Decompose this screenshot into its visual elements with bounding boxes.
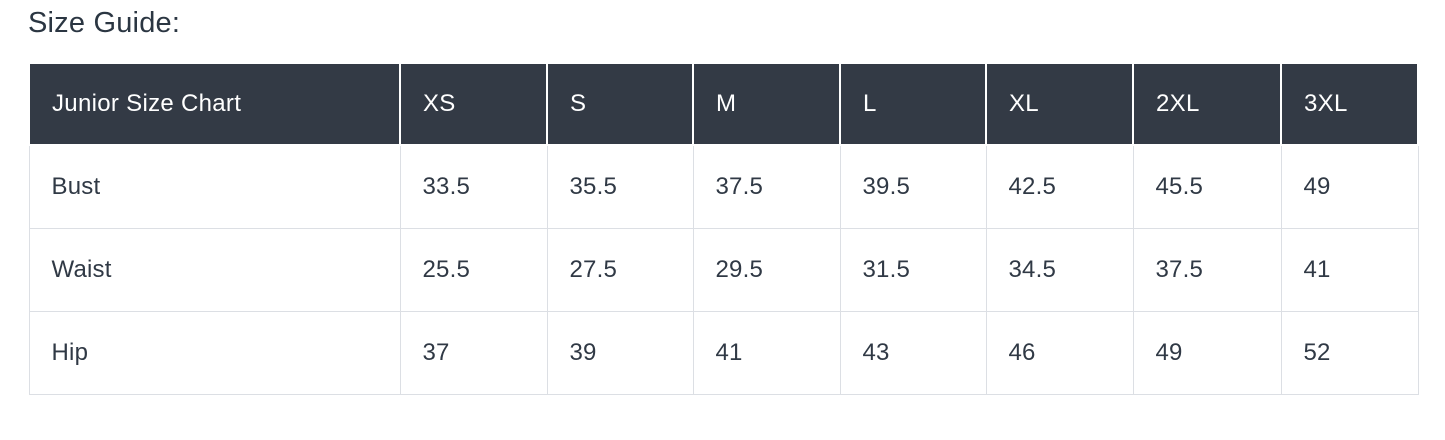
size-value-cell: 35.5 [546,144,694,229]
size-value-cell: 29.5 [692,228,841,312]
size-value-cell: 39 [546,311,694,395]
size-value-cell: 52 [1280,311,1419,395]
header-cell-l: L [839,62,987,146]
table-row-waist: Waist 25.5 27.5 29.5 31.5 34.5 37.5 41 [28,228,1419,312]
row-label: Waist [28,228,401,312]
page-title: Size Guide: [28,7,181,39]
size-value-cell: 46 [985,311,1134,395]
row-label: Hip [28,311,401,395]
header-cell-xl: XL [985,62,1134,146]
header-cell-xs: XS [399,62,548,146]
size-value-cell: 43 [839,311,987,395]
row-label: Bust [28,144,401,229]
junior-size-chart-table: Junior Size Chart XS S M L XL 2XL 3XL Bu… [28,62,1419,395]
header-row: Junior Size Chart XS S M L XL 2XL 3XL [28,62,1419,146]
size-value-cell: 33.5 [399,144,548,229]
size-value-cell: 45.5 [1132,144,1282,229]
header-cell-m: M [692,62,841,146]
size-value-cell: 39.5 [839,144,987,229]
size-value-cell: 25.5 [399,228,548,312]
size-value-cell: 49 [1280,144,1419,229]
table-row-hip: Hip 37 39 41 43 46 49 52 [28,311,1419,395]
size-value-cell: 27.5 [546,228,694,312]
size-value-cell: 37 [399,311,548,395]
header-cell-3xl: 3XL [1280,62,1419,146]
size-value-cell: 41 [1280,228,1419,312]
size-value-cell: 31.5 [839,228,987,312]
size-value-cell: 37.5 [692,144,841,229]
table-row-bust: Bust 33.5 35.5 37.5 39.5 42.5 45.5 49 [28,144,1419,229]
size-value-cell: 37.5 [1132,228,1282,312]
header-cell-2xl: 2XL [1132,62,1282,146]
header-cell-chart-title: Junior Size Chart [28,62,401,146]
size-value-cell: 41 [692,311,841,395]
header-cell-s: S [546,62,694,146]
size-value-cell: 34.5 [985,228,1134,312]
size-value-cell: 42.5 [985,144,1134,229]
size-value-cell: 49 [1132,311,1282,395]
